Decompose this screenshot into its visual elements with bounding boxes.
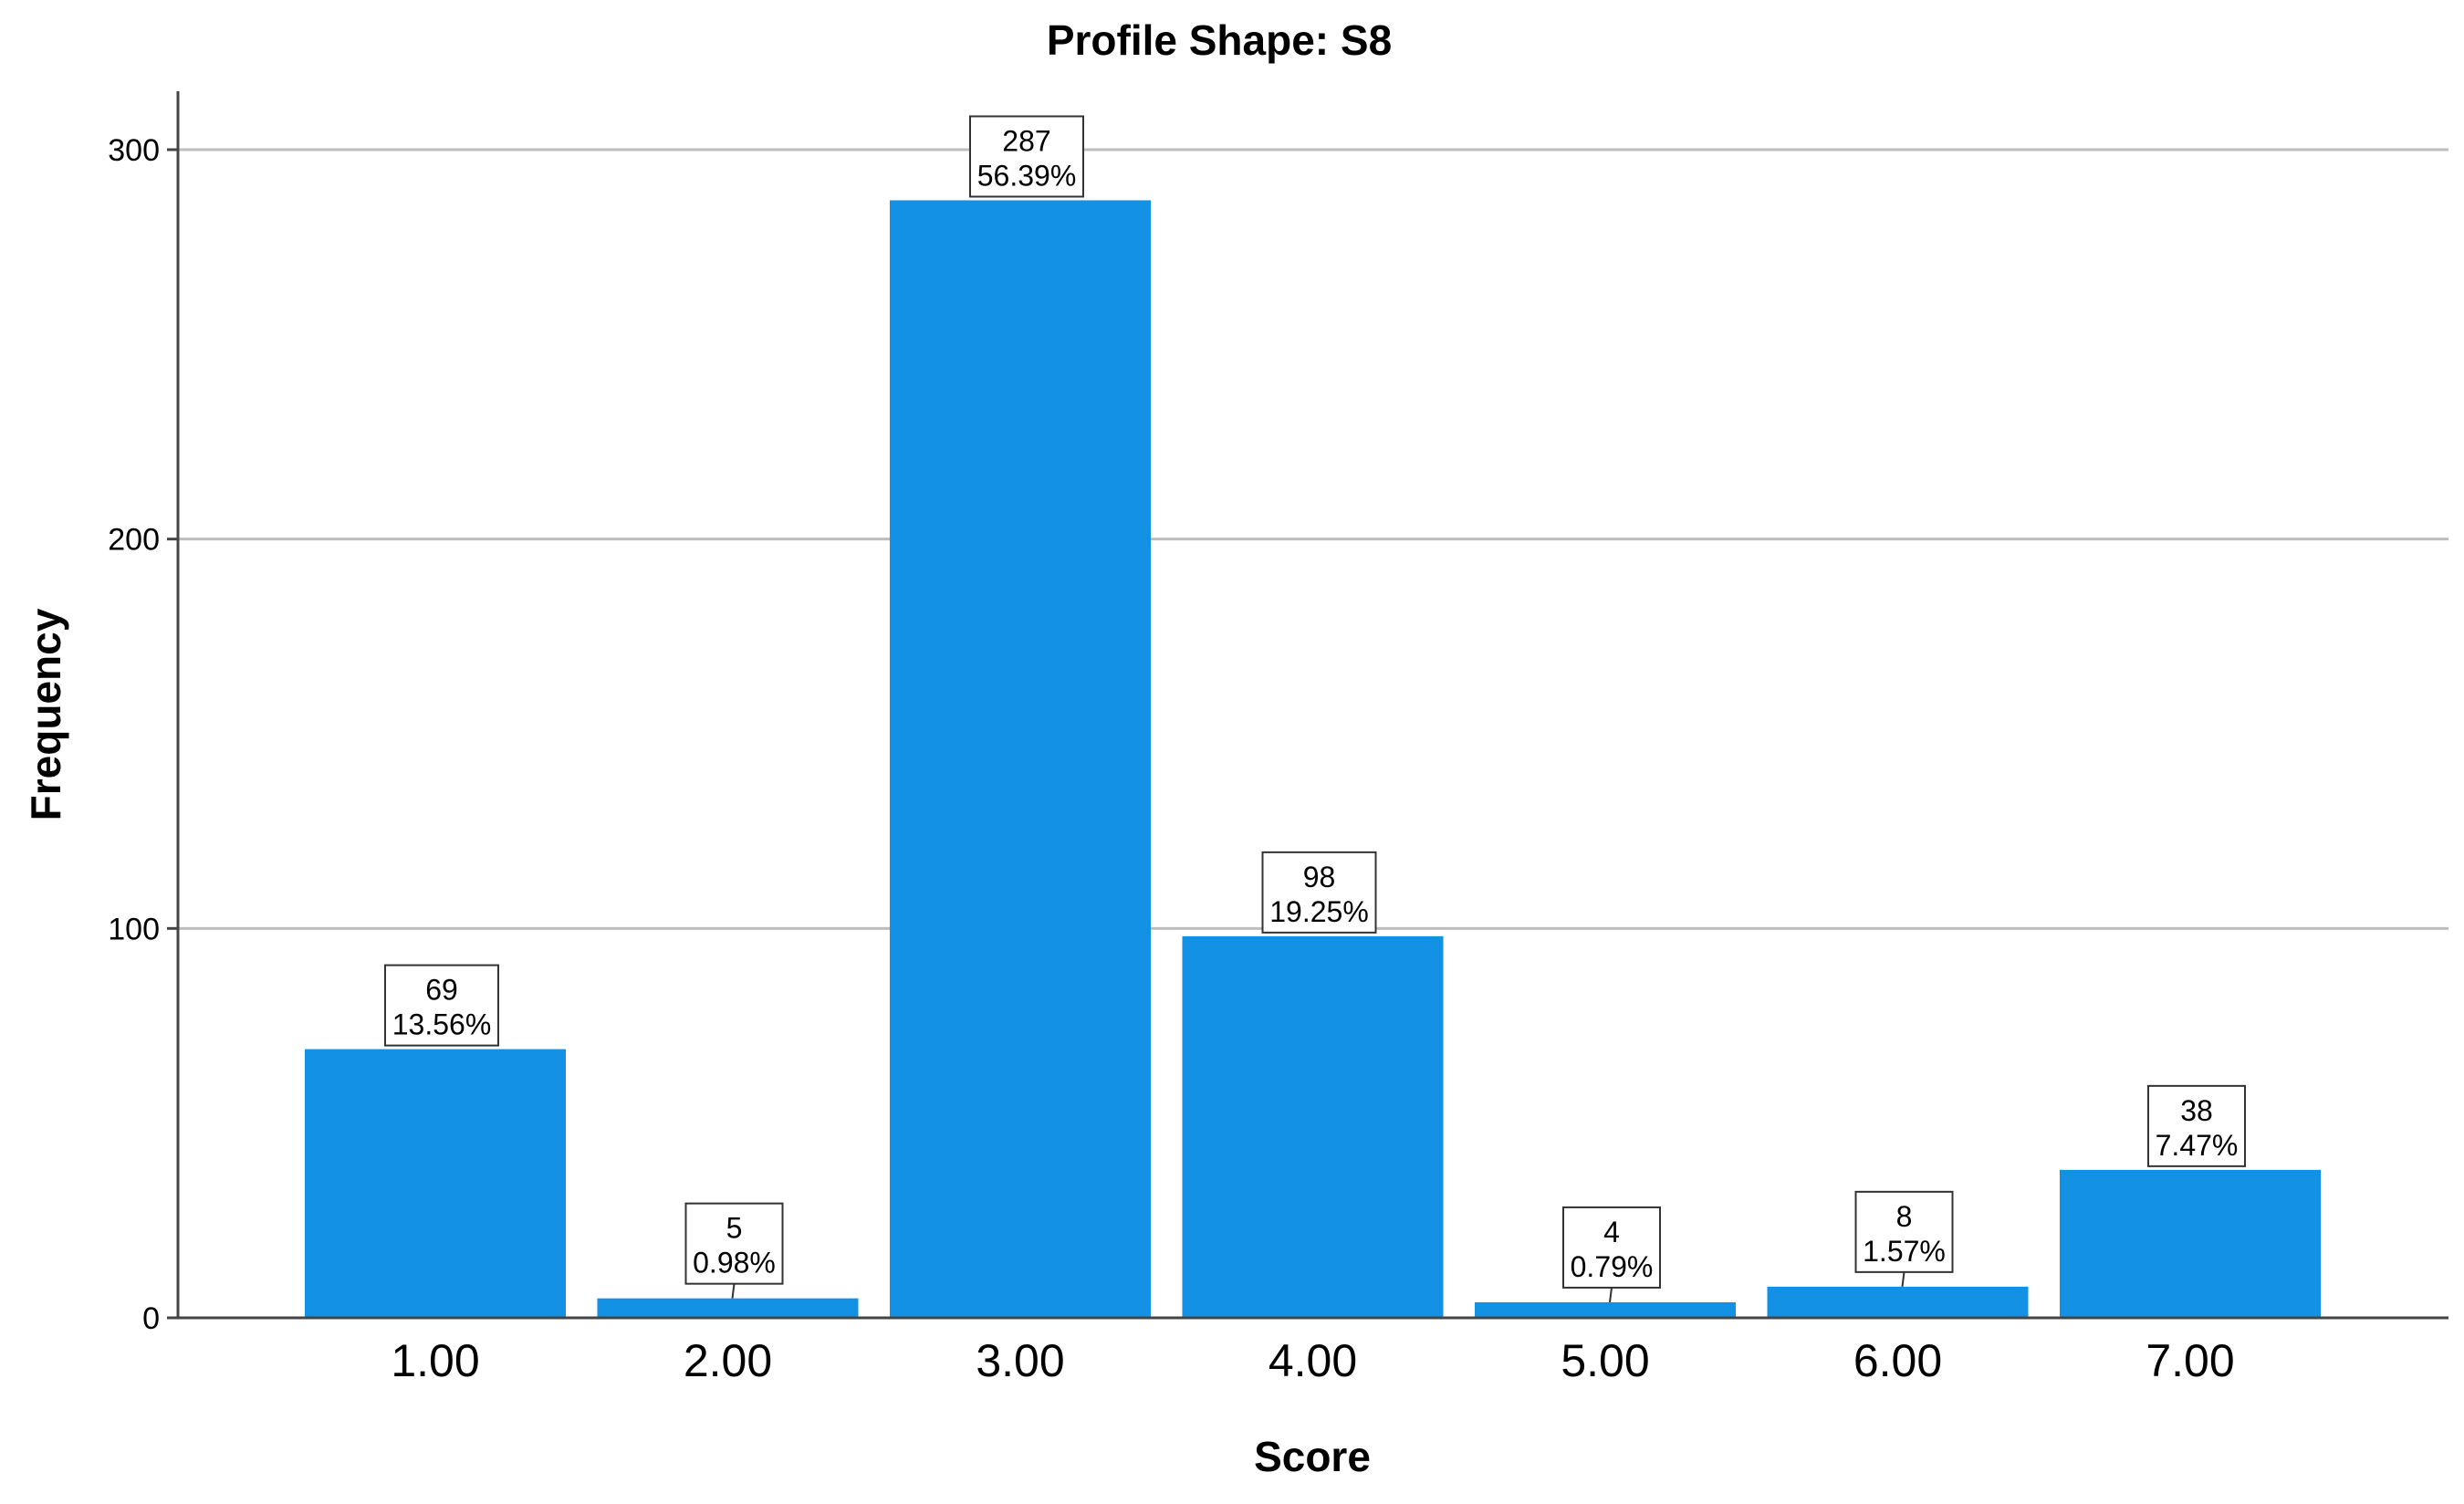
data-label-percent: 0.79% — [1571, 1250, 1654, 1283]
data-label-box — [1261, 851, 1377, 934]
x-tick-label: 7.00 — [2146, 1335, 2234, 1386]
data-label-box — [2147, 1084, 2246, 1167]
y-axis-title: Frequency — [22, 608, 69, 820]
data-label-percent: 1.57% — [1863, 1235, 1946, 1268]
data-label-box — [384, 964, 499, 1047]
data-label-percent: 56.39% — [977, 159, 1077, 192]
bar — [1767, 1286, 2029, 1318]
data-label-box — [1562, 1206, 1661, 1289]
x-tick-label: 4.00 — [1269, 1335, 1357, 1386]
label-leader-line — [1609, 1287, 1613, 1303]
data-label-count: 69 — [425, 974, 458, 1007]
bar — [305, 1049, 566, 1318]
bars — [305, 200, 2321, 1318]
y-tick-label: 200 — [108, 523, 160, 558]
axes: 0 100 200 300 1.00 2.00 3.00 4.00 5.00 6.00 7.00 — [108, 91, 2448, 1386]
x-tick-label: 3.00 — [976, 1335, 1064, 1386]
bar — [1182, 935, 1444, 1318]
x-tick-label: 2.00 — [684, 1335, 772, 1386]
data-label-box — [684, 1202, 784, 1285]
bar — [597, 1298, 859, 1318]
y-tick-label: 300 — [108, 133, 160, 168]
data-label-percent: 19.25% — [1269, 895, 1369, 928]
data-label-count: 98 — [1303, 861, 1336, 893]
x-tick-label: 6.00 — [1853, 1335, 1942, 1386]
data-label-count: 8 — [1896, 1200, 1913, 1233]
label-leader-line — [731, 1283, 736, 1299]
bar — [2060, 1169, 2321, 1318]
y-tick-label: 0 — [142, 1301, 160, 1336]
bar — [890, 200, 1151, 1318]
chart-title: Profile Shape: S8 — [1047, 16, 1392, 64]
x-tick-label: 1.00 — [391, 1335, 479, 1386]
data-label-box — [1854, 1190, 1954, 1273]
data-label-percent: 13.56% — [392, 1008, 492, 1041]
data-label-percent: 0.98% — [693, 1247, 776, 1279]
label-leader-line — [1901, 1271, 1905, 1287]
data-label-count: 38 — [2180, 1094, 2213, 1127]
data-label-count: 4 — [1603, 1216, 1620, 1248]
bar — [1475, 1301, 1736, 1318]
x-tick-label: 5.00 — [1561, 1335, 1649, 1386]
data-label-percent: 7.47% — [2156, 1129, 2239, 1162]
x-axis-title: Score — [1254, 1433, 1371, 1480]
data-label-count: 287 — [1002, 124, 1050, 157]
data-label-box — [969, 115, 1084, 198]
y-tick-label: 100 — [108, 912, 160, 946]
data-label-count: 5 — [726, 1212, 743, 1245]
